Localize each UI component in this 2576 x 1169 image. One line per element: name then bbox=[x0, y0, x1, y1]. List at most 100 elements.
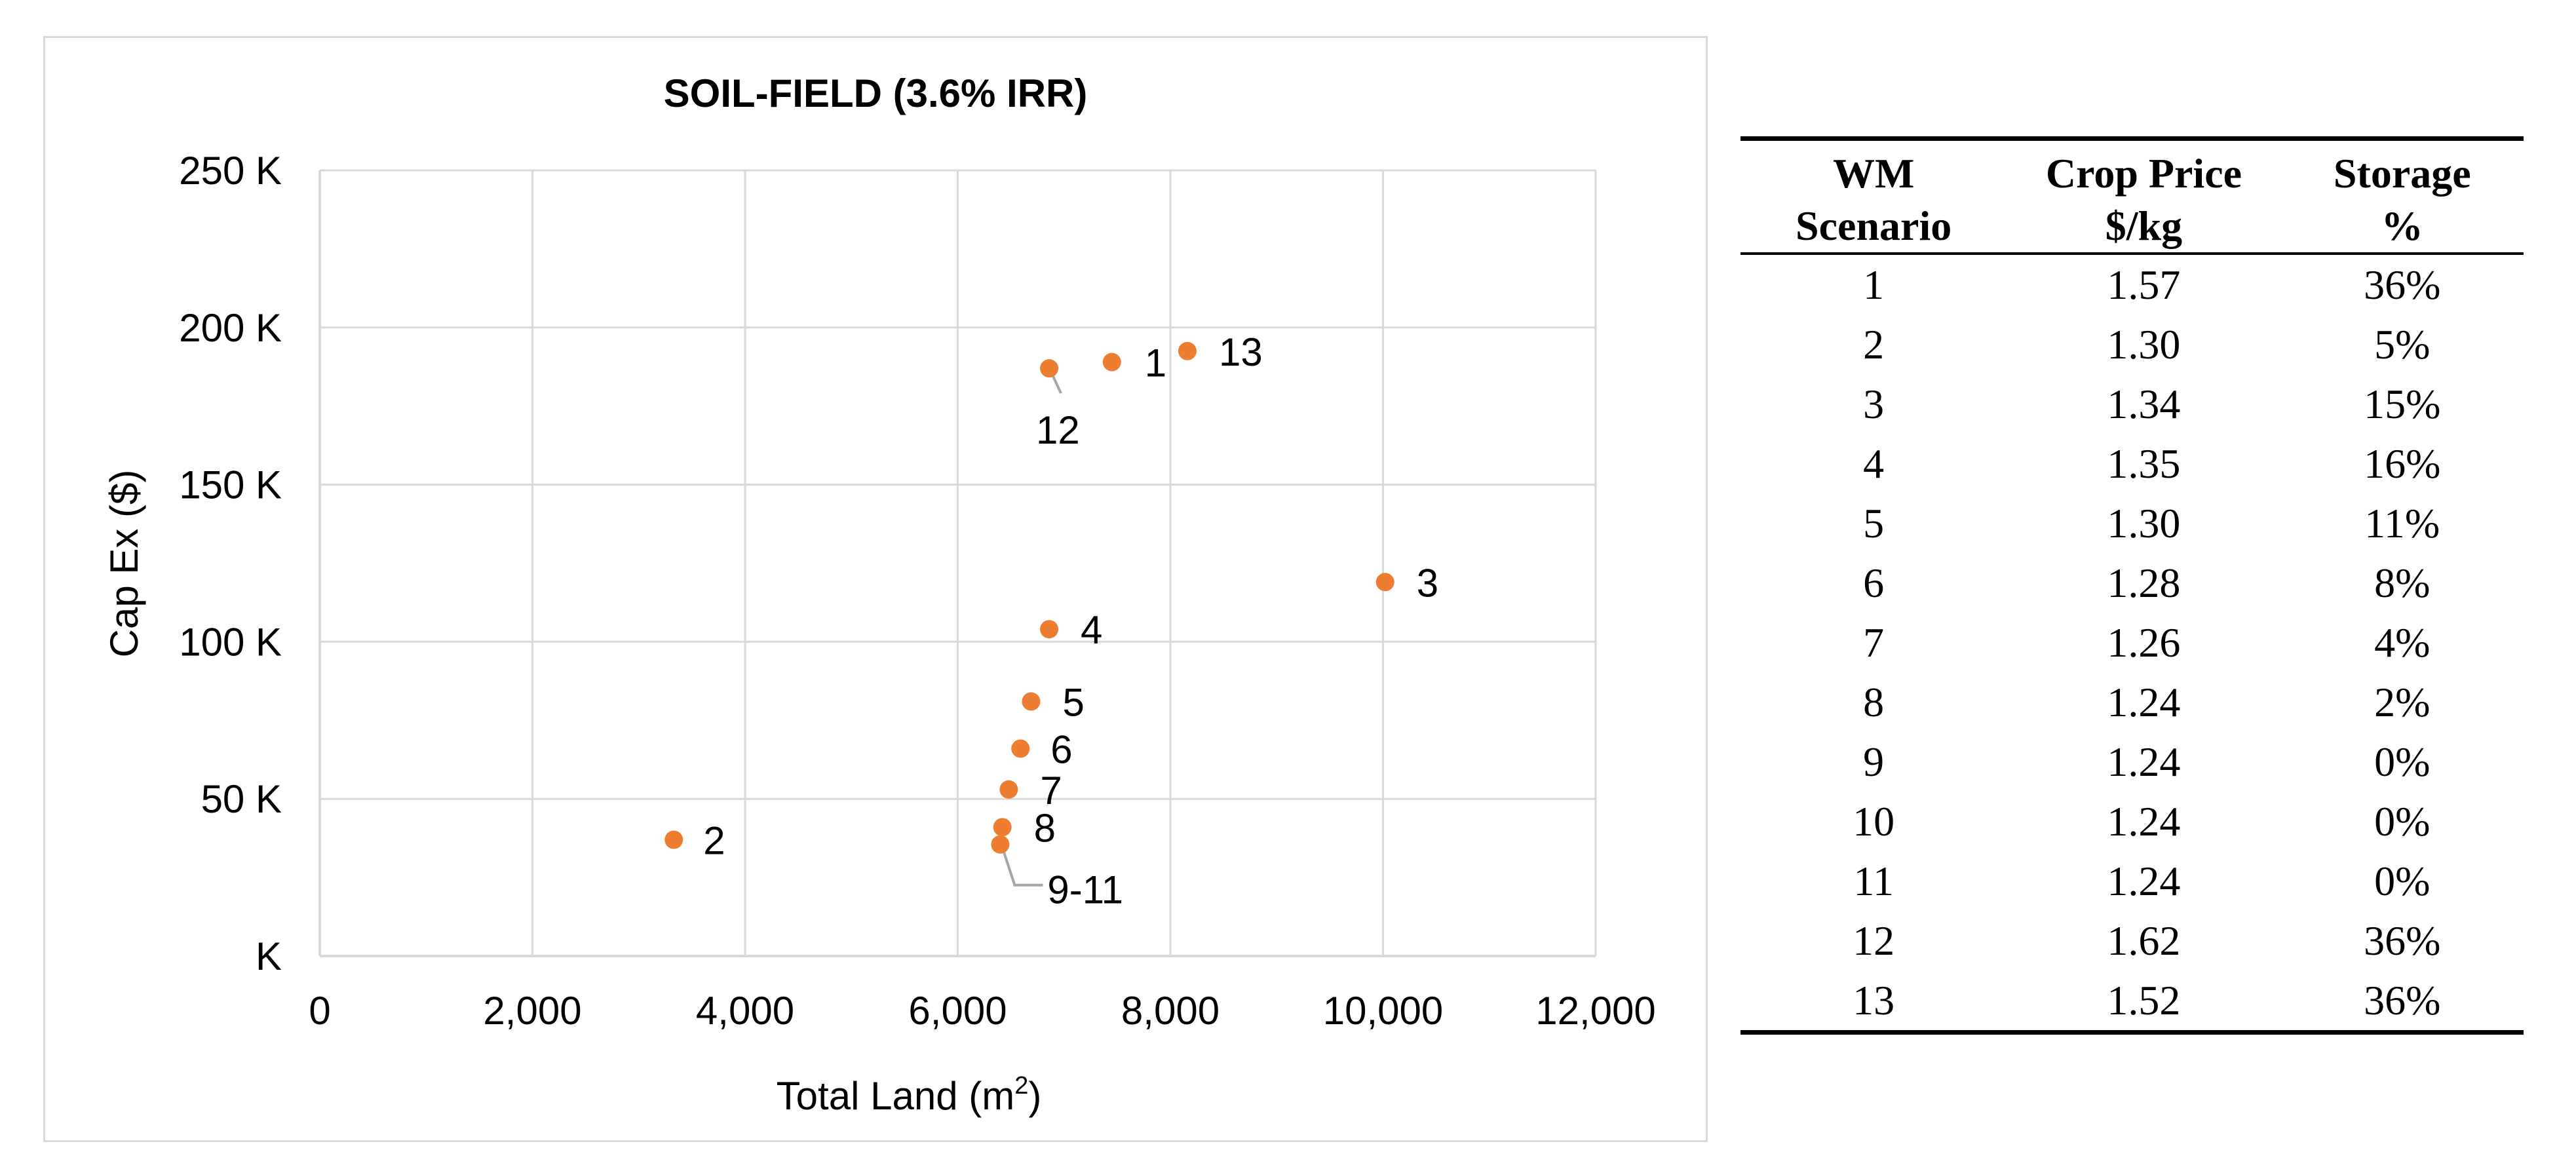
cell-crop-price: 1.62 bbox=[2107, 917, 2181, 964]
cell-scenario: 4 bbox=[1863, 440, 1885, 487]
x-tick-label: 12,000 bbox=[1535, 989, 1656, 1033]
header-unit-per-kg: $/kg bbox=[2007, 200, 2281, 255]
table-row: 8 1.24 2% bbox=[1740, 672, 2524, 732]
table-row: 1 1.57 36% bbox=[1740, 254, 2524, 315]
header-storage: Storage bbox=[2280, 136, 2524, 200]
cell-crop-price: 1.30 bbox=[2107, 320, 2181, 368]
data-label-1: 1 bbox=[1145, 341, 1166, 385]
data-label-2: 2 bbox=[703, 819, 725, 863]
x-axis-title-main: Total Land (m bbox=[777, 1074, 1015, 1118]
cell-scenario: 11 bbox=[1853, 857, 1894, 904]
cell-storage: 4% bbox=[2374, 619, 2431, 666]
table-body: 1 1.57 36% 2 1.30 5% 3 1.34 15% 4 1.35 16% 5 1.30 11% 6… bbox=[1740, 254, 2524, 1035]
x-tick-label: 8,000 bbox=[1121, 989, 1220, 1033]
data-label-12: 12 bbox=[1036, 408, 1080, 452]
cell-crop-price: 1.52 bbox=[2007, 970, 2281, 1035]
chart-title: SOIL-FIELD (3.6% IRR) bbox=[664, 71, 1088, 115]
x-tick-label: 2,000 bbox=[483, 989, 581, 1033]
data-label-9-11: 9-11 bbox=[1047, 868, 1123, 912]
cell-crop-price: 1.57 bbox=[2107, 261, 2181, 308]
x-tick-label: 4,000 bbox=[696, 989, 794, 1033]
header-wm: WM bbox=[1740, 136, 2007, 200]
table-header-row-2: Scenario $/kg % bbox=[1740, 200, 2524, 255]
leader-layer bbox=[1002, 374, 1062, 887]
x-axis-title: Total Land (m2) bbox=[777, 1072, 1042, 1118]
cell-scenario: 7 bbox=[1863, 619, 1885, 666]
cell-scenario: 6 bbox=[1863, 559, 1885, 606]
table-row: 4 1.35 16% bbox=[1740, 434, 2524, 493]
x-tick-label: 10,000 bbox=[1323, 989, 1444, 1033]
leader-line bbox=[1002, 851, 1043, 887]
data-label-3: 3 bbox=[1417, 561, 1438, 605]
y-tick-label: 150 K bbox=[179, 463, 282, 507]
table-header-row-1: WM Crop Price Storage bbox=[1740, 136, 2524, 200]
axis-layer: 0 2,000 4,000 6,000 8,000 10,000 12,000 K 50 K 10… bbox=[179, 149, 1656, 1033]
header-scenario: Scenario bbox=[1740, 200, 2007, 255]
data-point-3 bbox=[1375, 573, 1394, 592]
cell-scenario: 10 bbox=[1853, 797, 1895, 845]
y-tick-label: 200 K bbox=[179, 306, 282, 350]
cell-storage: 2% bbox=[2374, 678, 2431, 725]
cell-storage: 5% bbox=[2374, 320, 2431, 368]
cell-crop-price: 1.24 bbox=[2107, 857, 2181, 904]
header-crop-price: Crop Price bbox=[2007, 136, 2281, 200]
table-row: 6 1.28 8% bbox=[1740, 553, 2524, 613]
cell-storage: 8% bbox=[2374, 559, 2431, 606]
cell-scenario: 5 bbox=[1863, 499, 1885, 546]
x-tick-label: 6,000 bbox=[908, 989, 1007, 1033]
cell-storage: 15% bbox=[2364, 380, 2441, 427]
x-axis-title-superscript: 2 bbox=[1014, 1072, 1028, 1100]
table-row: 11 1.24 0% bbox=[1740, 851, 2524, 911]
header-unit-percent: % bbox=[2280, 200, 2524, 255]
cell-crop-price: 1.35 bbox=[2107, 440, 2181, 487]
leader-line bbox=[1051, 374, 1062, 394]
cell-storage: 0% bbox=[2374, 738, 2431, 785]
data-point-8 bbox=[993, 818, 1012, 837]
data-point-13 bbox=[1178, 341, 1197, 360]
data-label-6: 6 bbox=[1050, 727, 1072, 771]
data-point-7 bbox=[999, 780, 1018, 799]
cell-storage: 36% bbox=[2364, 917, 2441, 964]
y-tick-label: K bbox=[256, 934, 282, 978]
x-axis-title-suffix: ) bbox=[1028, 1074, 1041, 1118]
table-row: 7 1.26 4% bbox=[1740, 613, 2524, 672]
x-tick-label: 0 bbox=[309, 989, 330, 1033]
cell-scenario: 8 bbox=[1863, 678, 1885, 725]
table-row: 2 1.30 5% bbox=[1740, 315, 2524, 374]
cell-crop-price: 1.24 bbox=[2107, 738, 2181, 785]
cell-crop-price: 1.24 bbox=[2107, 797, 2181, 845]
data-point-9-11 bbox=[991, 835, 1010, 854]
cell-scenario: 2 bbox=[1863, 320, 1885, 368]
table-row: 3 1.34 15% bbox=[1740, 374, 2524, 434]
data-point-2 bbox=[664, 830, 683, 849]
y-axis-title: Cap Ex ($) bbox=[102, 470, 146, 658]
cell-crop-price: 1.24 bbox=[2107, 678, 2181, 725]
table-row: 12 1.62 36% bbox=[1740, 911, 2524, 970]
grid-layer bbox=[320, 169, 1597, 956]
cell-storage: 16% bbox=[2364, 440, 2441, 487]
cell-storage: 36% bbox=[2280, 970, 2524, 1035]
cell-scenario: 13 bbox=[1740, 970, 2007, 1035]
cell-storage: 36% bbox=[2364, 261, 2441, 308]
data-point-5 bbox=[1022, 692, 1041, 711]
data-label-13: 13 bbox=[1219, 330, 1263, 374]
y-tick-label: 50 K bbox=[201, 777, 282, 821]
cell-storage: 0% bbox=[2374, 797, 2431, 845]
y-tick-label: 250 K bbox=[179, 149, 282, 193]
data-point-1 bbox=[1102, 353, 1121, 372]
table-row: 10 1.24 0% bbox=[1740, 792, 2524, 851]
table-row: 13 1.52 36% bbox=[1740, 970, 2524, 1035]
cell-scenario: 9 bbox=[1863, 738, 1885, 785]
point-layer bbox=[664, 341, 1394, 854]
cell-crop-price: 1.26 bbox=[2107, 619, 2181, 666]
cell-scenario: 3 bbox=[1863, 380, 1885, 427]
cell-crop-price: 1.34 bbox=[2107, 380, 2181, 427]
data-point-4 bbox=[1040, 620, 1059, 639]
cell-storage: 0% bbox=[2374, 857, 2431, 904]
data-label-8: 8 bbox=[1034, 806, 1056, 850]
cell-crop-price: 1.28 bbox=[2107, 559, 2181, 606]
table-row: 5 1.30 11% bbox=[1740, 493, 2524, 553]
